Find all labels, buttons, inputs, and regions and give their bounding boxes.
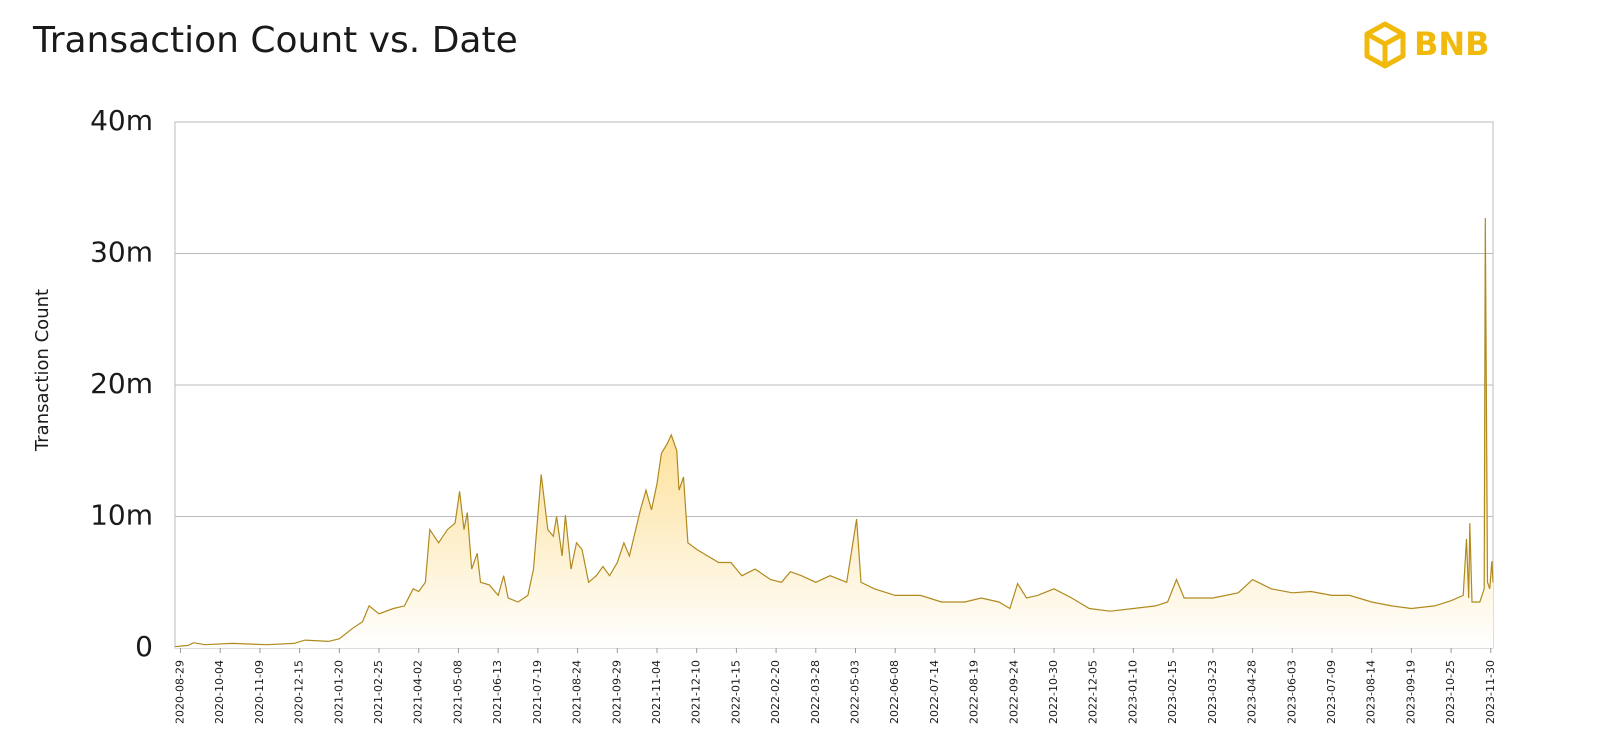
- x-tick-label: 2023-04-28: [1246, 660, 1259, 724]
- x-tick-label: 2021-08-24: [571, 660, 584, 724]
- chart-title: Transaction Count vs. Date: [32, 20, 518, 61]
- x-tick-label: 2021-06-13: [491, 660, 504, 724]
- logo-icon: [1364, 21, 1406, 69]
- x-tick-label: 2020-12-15: [293, 660, 306, 724]
- x-tick-label: 2022-12-05: [1087, 660, 1100, 724]
- x-tick-label: 2021-05-08: [451, 660, 464, 724]
- x-tick-label: 2023-02-15: [1166, 660, 1179, 724]
- x-tick-label: 2022-09-24: [1007, 660, 1020, 724]
- x-tick-label: 2022-05-03: [849, 660, 862, 724]
- x-tick-label: 2020-11-09: [253, 660, 266, 724]
- x-tick-label: 2020-08-29: [174, 660, 187, 724]
- x-tick-label: 2023-08-14: [1365, 660, 1378, 724]
- y-tick-label: 40m: [90, 104, 153, 137]
- logo-text: BNB: [1414, 25, 1490, 63]
- x-tick-label: 2021-11-04: [650, 660, 663, 724]
- x-tick-label: 2021-07-19: [531, 660, 544, 724]
- x-tick-label: 2022-06-08: [888, 660, 901, 724]
- x-tick-label: 2022-03-28: [809, 660, 822, 724]
- y-tick-label: 10m: [90, 499, 153, 532]
- x-tick-label: 2022-07-14: [928, 660, 941, 724]
- x-tick-label: 2023-01-10: [1126, 660, 1139, 724]
- area-fill: [175, 218, 1493, 648]
- y-axis-label: Transaction Count: [32, 289, 53, 452]
- x-tick-label: 2022-10-30: [1047, 660, 1060, 724]
- line: [174, 217, 1494, 648]
- x-tick-label: 2021-12-10: [690, 660, 703, 724]
- x-tick-label: 2023-06-03: [1285, 660, 1298, 724]
- x-tick-label: 2022-08-19: [968, 660, 981, 724]
- x-tick-label: 2022-02-20: [769, 660, 782, 724]
- x-tick-label: 2021-02-25: [372, 660, 385, 724]
- x-tick-label: 2020-10-04: [213, 660, 226, 724]
- y-tick-label: 30m: [90, 236, 153, 269]
- y-tick-label: 20m: [90, 367, 153, 400]
- y-tick-label: 0: [135, 630, 153, 663]
- x-tick-label: 2023-10-25: [1444, 660, 1457, 724]
- x-tick-label: 2023-07-09: [1325, 660, 1338, 724]
- x-tick-label: 2023-03-23: [1206, 660, 1219, 724]
- x-tick-label: 2021-01-20: [332, 660, 345, 724]
- x-tick-label: 2021-09-29: [610, 660, 623, 724]
- x-tick-label: 2021-04-02: [412, 660, 425, 724]
- x-tick-label: 2023-11-30: [1484, 660, 1497, 724]
- x-tick-label: 2023-09-19: [1404, 660, 1417, 724]
- x-tick-label: 2022-01-15: [729, 660, 742, 724]
